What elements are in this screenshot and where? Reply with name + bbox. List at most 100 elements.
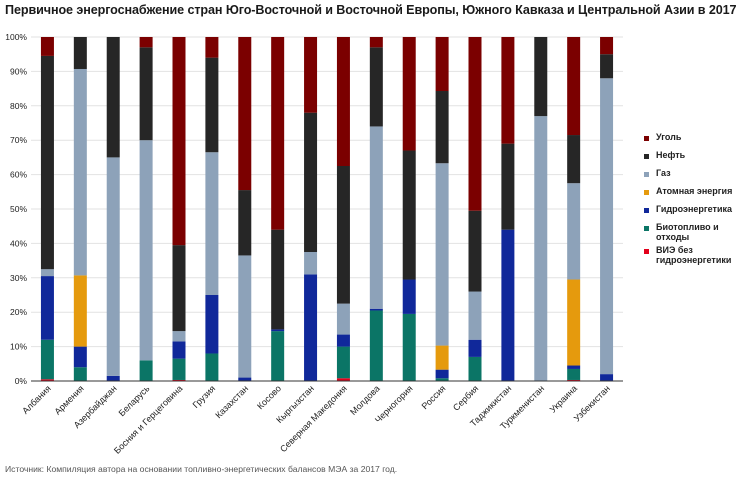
legend-label: Гидроэнергетика bbox=[656, 204, 732, 214]
legend-item-gas: Газ bbox=[644, 168, 739, 178]
x-tick-label: Албания bbox=[20, 383, 53, 416]
bar-segment-hydro bbox=[402, 279, 416, 314]
bar-segment-coal bbox=[402, 37, 416, 151]
bar-segment-oil bbox=[402, 150, 416, 280]
bar-segment-nuclear bbox=[567, 279, 581, 366]
bar-segment-coal bbox=[435, 37, 449, 92]
bar-segment-oil bbox=[40, 55, 54, 270]
y-tick-label: 80% bbox=[10, 101, 27, 111]
legend-item-coal: Уголь bbox=[644, 132, 739, 142]
y-tick-label: 70% bbox=[10, 135, 27, 145]
bar-segment-gas bbox=[139, 140, 153, 361]
bar-segment-bio bbox=[468, 356, 482, 381]
bar-segment-gas bbox=[567, 183, 581, 280]
bar-segment-nuclear bbox=[435, 345, 449, 370]
bar-segment-hydro bbox=[73, 346, 87, 368]
x-tick-label: Босния и Герцеговина bbox=[112, 383, 185, 456]
bar-segment-oil bbox=[336, 166, 350, 304]
x-tick-label: Казахстан bbox=[213, 383, 250, 420]
bar-segment-gas bbox=[40, 269, 54, 277]
legend-item-hydro: Гидроэнергетика bbox=[644, 204, 739, 214]
x-tick-label: Армения bbox=[52, 383, 85, 416]
bar-segment-gas bbox=[238, 255, 252, 378]
y-gridlines bbox=[31, 36, 623, 348]
y-tick-label: 10% bbox=[10, 342, 27, 352]
bar-segment-hydro bbox=[468, 339, 482, 357]
bar-segment-gas bbox=[106, 157, 120, 376]
legend-label: Нефть bbox=[656, 150, 686, 160]
bar-segment-coal bbox=[468, 37, 482, 211]
y-axis-tick-labels: 0% 10% 20% 30% 40% 50% 60% 70% 80% 90% 100% bbox=[5, 32, 27, 386]
chart-title: Первичное энергоснабжение стран Юго-Вост… bbox=[5, 3, 739, 17]
bar-segment-coal bbox=[238, 37, 252, 191]
bar-segment-oil bbox=[304, 112, 318, 253]
bar-segment-renew bbox=[567, 379, 581, 381]
source-note: Источник: Компиляция автора на основании… bbox=[5, 464, 398, 474]
x-tick-label: Украина bbox=[548, 383, 579, 414]
x-tick-label: Косово bbox=[255, 383, 283, 411]
legend-swatch bbox=[644, 136, 649, 141]
y-tick-label: 100% bbox=[5, 32, 27, 42]
bar-segment-coal bbox=[336, 37, 350, 166]
bar-segment-bio bbox=[402, 313, 416, 381]
bar-segment-bio bbox=[40, 339, 54, 380]
y-tick-label: 30% bbox=[10, 273, 27, 283]
bar-segment-bio bbox=[205, 353, 219, 381]
bar-segment-gas bbox=[534, 116, 548, 382]
legend-swatch bbox=[644, 208, 649, 213]
legend-label: Уголь bbox=[656, 132, 682, 142]
bars bbox=[40, 37, 614, 382]
y-tick-label: 60% bbox=[10, 170, 27, 180]
legend-swatch bbox=[644, 226, 649, 231]
y-tick-label: 20% bbox=[10, 307, 27, 317]
bar-segment-nuclear bbox=[73, 275, 87, 347]
legend-swatch bbox=[644, 190, 649, 195]
bar-segment-hydro bbox=[40, 276, 54, 340]
bar-segment-coal bbox=[304, 37, 318, 113]
bar-segment-hydro bbox=[205, 295, 219, 354]
bar-segment-coal bbox=[271, 37, 285, 230]
bar-segment-oil bbox=[501, 143, 515, 230]
bar-segment-gas bbox=[600, 78, 614, 375]
legend-swatch bbox=[644, 249, 649, 254]
bar-segment-gas bbox=[73, 68, 87, 276]
x-tick-label: Россия bbox=[420, 383, 448, 411]
bar-segment-hydro bbox=[600, 374, 614, 381]
bar-segment-coal bbox=[369, 37, 383, 48]
bar-segment-bio bbox=[271, 331, 285, 381]
bar-segment-coal bbox=[501, 37, 515, 144]
bar-segment-hydro bbox=[271, 329, 285, 332]
legend-label: Биотопливо и отходы bbox=[656, 222, 719, 242]
x-tick-label: Грузия bbox=[191, 383, 218, 410]
bar-segment-gas bbox=[336, 303, 350, 335]
bar-segment-coal bbox=[205, 37, 219, 58]
y-tick-label: 0% bbox=[15, 376, 28, 386]
bar-segment-oil bbox=[567, 135, 581, 184]
legend-item-oil: Нефть bbox=[644, 150, 739, 160]
bar-segment-hydro bbox=[238, 377, 252, 381]
bar-segment-oil bbox=[271, 229, 285, 330]
bar-segment-hydro bbox=[369, 308, 383, 311]
legend-item-nuclear: Атомная энергия bbox=[644, 186, 739, 196]
legend-label: Атомная энергия bbox=[656, 186, 733, 196]
bar-segment-oil bbox=[139, 47, 153, 141]
x-axis-tick-labels: Албания АрменияАзербайджанБеларусьБосния … bbox=[20, 383, 612, 456]
bar-segment-bio bbox=[567, 368, 581, 380]
y-tick-label: 90% bbox=[10, 66, 27, 76]
bar-segment-renew bbox=[40, 379, 54, 381]
bar-segment-hydro bbox=[435, 369, 449, 379]
legend-swatch bbox=[644, 154, 649, 159]
legend-swatch bbox=[644, 172, 649, 177]
legend-item-bio: Биотопливо и отходы bbox=[644, 222, 739, 242]
bar-segment-bio bbox=[172, 358, 186, 380]
bar-segment-oil bbox=[106, 37, 120, 158]
bar-segment-gas bbox=[435, 163, 449, 346]
x-tick-label: Северная Македония bbox=[278, 383, 349, 454]
bar-segment-oil bbox=[534, 37, 548, 117]
bar-segment-gas bbox=[205, 152, 219, 295]
bar-segment-renew bbox=[336, 378, 350, 381]
bar-segment-coal bbox=[600, 37, 614, 55]
bar-segment-oil bbox=[73, 37, 87, 69]
legend: Уголь Нефть Газ Атомная энергия Гидроэнергет… bbox=[644, 132, 739, 273]
legend-label: ВИЭ без гидроэнергетики bbox=[656, 245, 732, 265]
